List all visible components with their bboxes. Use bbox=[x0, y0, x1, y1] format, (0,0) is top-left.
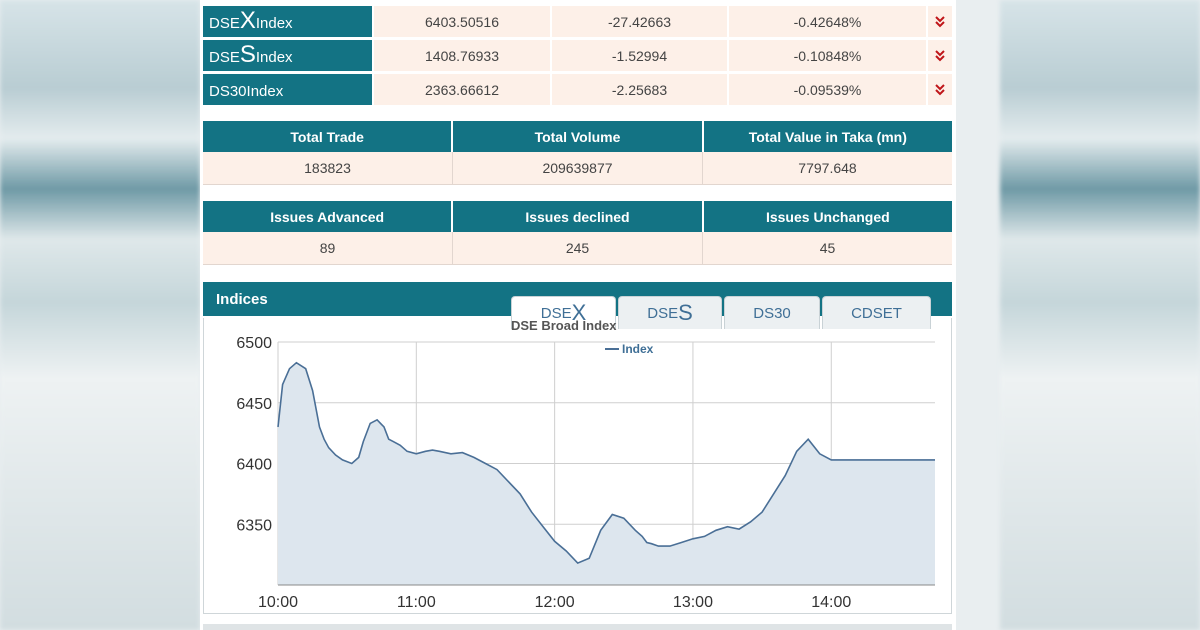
tab-label-letter: S bbox=[678, 300, 693, 325]
index-name-prefix: DSE bbox=[209, 15, 240, 32]
issues-declined-value: 245 bbox=[453, 232, 703, 265]
total-value-value: 7797.648 bbox=[703, 152, 952, 185]
tab-label-letter: X bbox=[571, 300, 587, 325]
total-trade-value: 183823 bbox=[203, 152, 453, 185]
double-chevron-down-icon bbox=[928, 40, 952, 71]
indices-title: Indices bbox=[216, 291, 268, 308]
chart-legend[interactable]: Index bbox=[605, 342, 653, 356]
total-value-header: Total Value in Taka (mn) bbox=[703, 121, 952, 152]
issues-summary-header: Issues Advanced Issues declined Issues U… bbox=[203, 201, 952, 232]
index-change: -1.52994 bbox=[552, 40, 729, 71]
blurred-background-left bbox=[0, 0, 200, 630]
blurred-background-right bbox=[1000, 0, 1200, 630]
double-chevron-down-icon bbox=[928, 74, 952, 105]
bottom-divider bbox=[203, 624, 952, 630]
index-name-suffix: Index bbox=[255, 49, 293, 66]
index-name-prefix: DSE bbox=[209, 49, 240, 66]
index-value: 2363.66612 bbox=[374, 74, 552, 105]
index-percent-change: -0.42648% bbox=[729, 6, 928, 37]
issues-unchanged-value: 45 bbox=[703, 232, 952, 265]
tab-dses[interactable]: DSE S bbox=[618, 296, 722, 329]
series-area bbox=[278, 362, 935, 585]
y-tick-label: 6500 bbox=[236, 335, 272, 352]
x-tick-label: 10:00 bbox=[258, 594, 298, 611]
issues-unchanged-header: Issues Unchanged bbox=[703, 201, 952, 232]
total-volume-header: Total Volume bbox=[453, 121, 704, 152]
index-row-dsex[interactable]: DSE X Index 6403.50516 -27.42663 -0.42648… bbox=[203, 6, 952, 37]
index-name[interactable]: DSE S Index bbox=[203, 40, 374, 71]
double-chevron-down-icon bbox=[928, 6, 952, 37]
issues-advanced-header: Issues Advanced bbox=[203, 201, 454, 232]
index-name-suffix: Index bbox=[255, 15, 293, 32]
index-name-letter: S bbox=[239, 41, 256, 68]
index-row-ds30[interactable]: DS30 Index 2363.66612 -2.25683 -0.09539% bbox=[203, 74, 952, 105]
index-name-prefix: DS30 bbox=[209, 83, 247, 100]
issues-advanced-value: 89 bbox=[203, 232, 453, 265]
total-volume-value: 209639877 bbox=[453, 152, 703, 185]
tab-cdset[interactable]: CDSET bbox=[822, 296, 931, 329]
index-name-suffix: Index bbox=[246, 83, 284, 100]
index-percent-change: -0.09539% bbox=[729, 74, 928, 105]
y-tick-label: 6400 bbox=[236, 457, 272, 474]
trade-summary-header: Total Trade Total Volume Total Value in … bbox=[203, 121, 952, 152]
index-value: 6403.50516 bbox=[374, 6, 552, 37]
tab-label-prefix: CDSET bbox=[851, 304, 902, 322]
issues-summary-values: 89 245 45 bbox=[203, 232, 952, 265]
index-line-chart: 6350 6400 6450 6500 10:00 11:00 12:00 13:00 14:0… bbox=[236, 335, 935, 611]
tab-label-prefix: DS30 bbox=[753, 304, 791, 322]
issues-summary-table: Issues Advanced Issues declined Issues U… bbox=[203, 201, 952, 265]
legend-label: Index bbox=[622, 342, 654, 356]
index-name[interactable]: DSE X Index bbox=[203, 6, 374, 37]
index-row-dses[interactable]: DSE S Index 1408.76933 -1.52994 -0.10848% bbox=[203, 40, 952, 71]
index-value: 1408.76933 bbox=[374, 40, 552, 71]
chart-title: DSE Broad Index bbox=[511, 318, 617, 333]
index-change: -27.42663 bbox=[552, 6, 729, 37]
index-change: -2.25683 bbox=[552, 74, 729, 105]
trade-summary-table: Total Trade Total Volume Total Value in … bbox=[203, 121, 952, 185]
trade-summary-values: 183823 209639877 7797.648 bbox=[203, 152, 952, 185]
index-name-letter: X bbox=[239, 7, 256, 34]
tab-dsex[interactable]: DSE X bbox=[511, 296, 616, 329]
x-tick-label: 14:00 bbox=[811, 594, 851, 611]
index-percent-change: -0.10848% bbox=[729, 40, 928, 71]
tab-ds30[interactable]: DS30 bbox=[724, 296, 820, 329]
tab-label-prefix: DSE bbox=[647, 304, 679, 322]
y-tick-label: 6350 bbox=[236, 517, 272, 534]
tab-label-prefix: DSE bbox=[540, 304, 572, 322]
series-line bbox=[277, 361, 935, 565]
x-tick-label: 11:00 bbox=[397, 594, 436, 611]
y-tick-label: 6450 bbox=[236, 396, 272, 413]
total-trade-header: Total Trade bbox=[203, 121, 454, 152]
legend-swatch bbox=[605, 348, 619, 350]
issues-declined-header: Issues declined bbox=[453, 201, 704, 232]
x-tick-label: 13:00 bbox=[673, 594, 713, 611]
index-name[interactable]: DS30 Index bbox=[203, 74, 374, 105]
x-tick-label: 12:00 bbox=[535, 594, 575, 611]
